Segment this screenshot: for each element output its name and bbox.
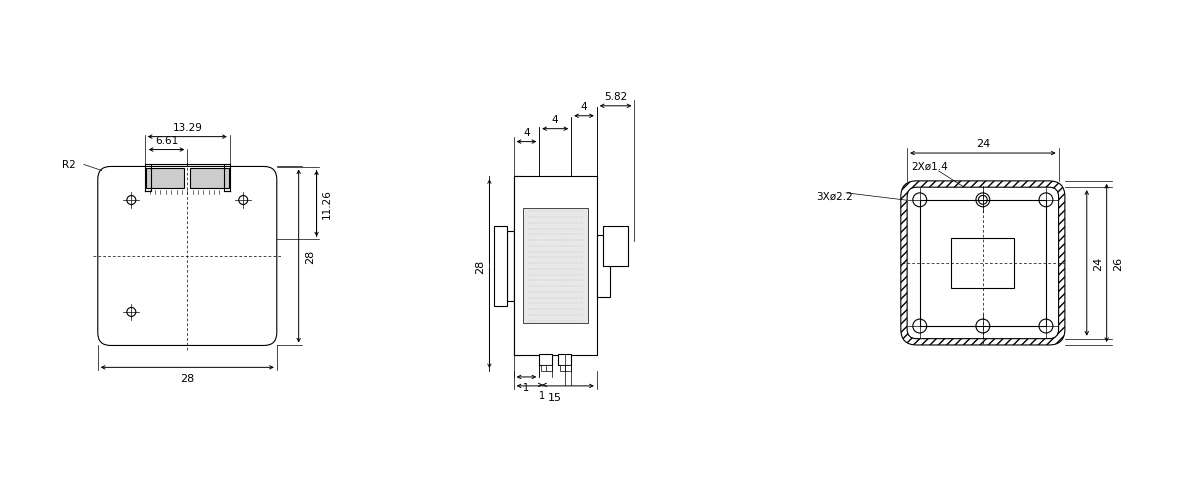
Text: 4: 4 [552,114,558,124]
Text: 11.26: 11.26 [321,189,331,219]
Bar [146,169,184,189]
Text: 2Xø1.4: 2Xø1.4 [911,162,948,172]
Text: 1: 1 [539,390,545,400]
Bar [514,177,596,356]
Bar [603,226,629,267]
Bar [596,235,609,298]
Text: 6.61: 6.61 [155,135,178,145]
Bar [546,365,552,371]
Text: 13.29: 13.29 [172,122,202,132]
Text: 4: 4 [581,102,587,112]
Text: 1: 1 [523,382,529,392]
Bar [514,177,521,356]
Text: 5.82: 5.82 [603,92,627,102]
Bar [565,365,571,371]
Bar [190,169,228,189]
Text: 3Xø2.2: 3Xø2.2 [816,191,853,201]
Text: R2: R2 [62,160,76,170]
FancyBboxPatch shape [907,188,1059,339]
Bar [560,365,566,371]
Text: 28: 28 [476,260,485,274]
Bar [951,238,1015,289]
Bar [541,365,547,371]
Text: 28: 28 [180,374,195,384]
Bar [495,226,508,307]
Bar [508,231,514,302]
Text: 24: 24 [976,139,989,149]
Text: 15: 15 [549,392,562,402]
FancyBboxPatch shape [901,181,1065,345]
Text: 28: 28 [305,249,314,264]
Text: 4: 4 [523,127,529,137]
Bar [539,355,552,365]
Bar [920,200,1046,326]
Bar [558,355,571,365]
Bar [522,209,588,324]
Text: 26: 26 [1113,257,1122,271]
Text: 24: 24 [1092,257,1103,271]
